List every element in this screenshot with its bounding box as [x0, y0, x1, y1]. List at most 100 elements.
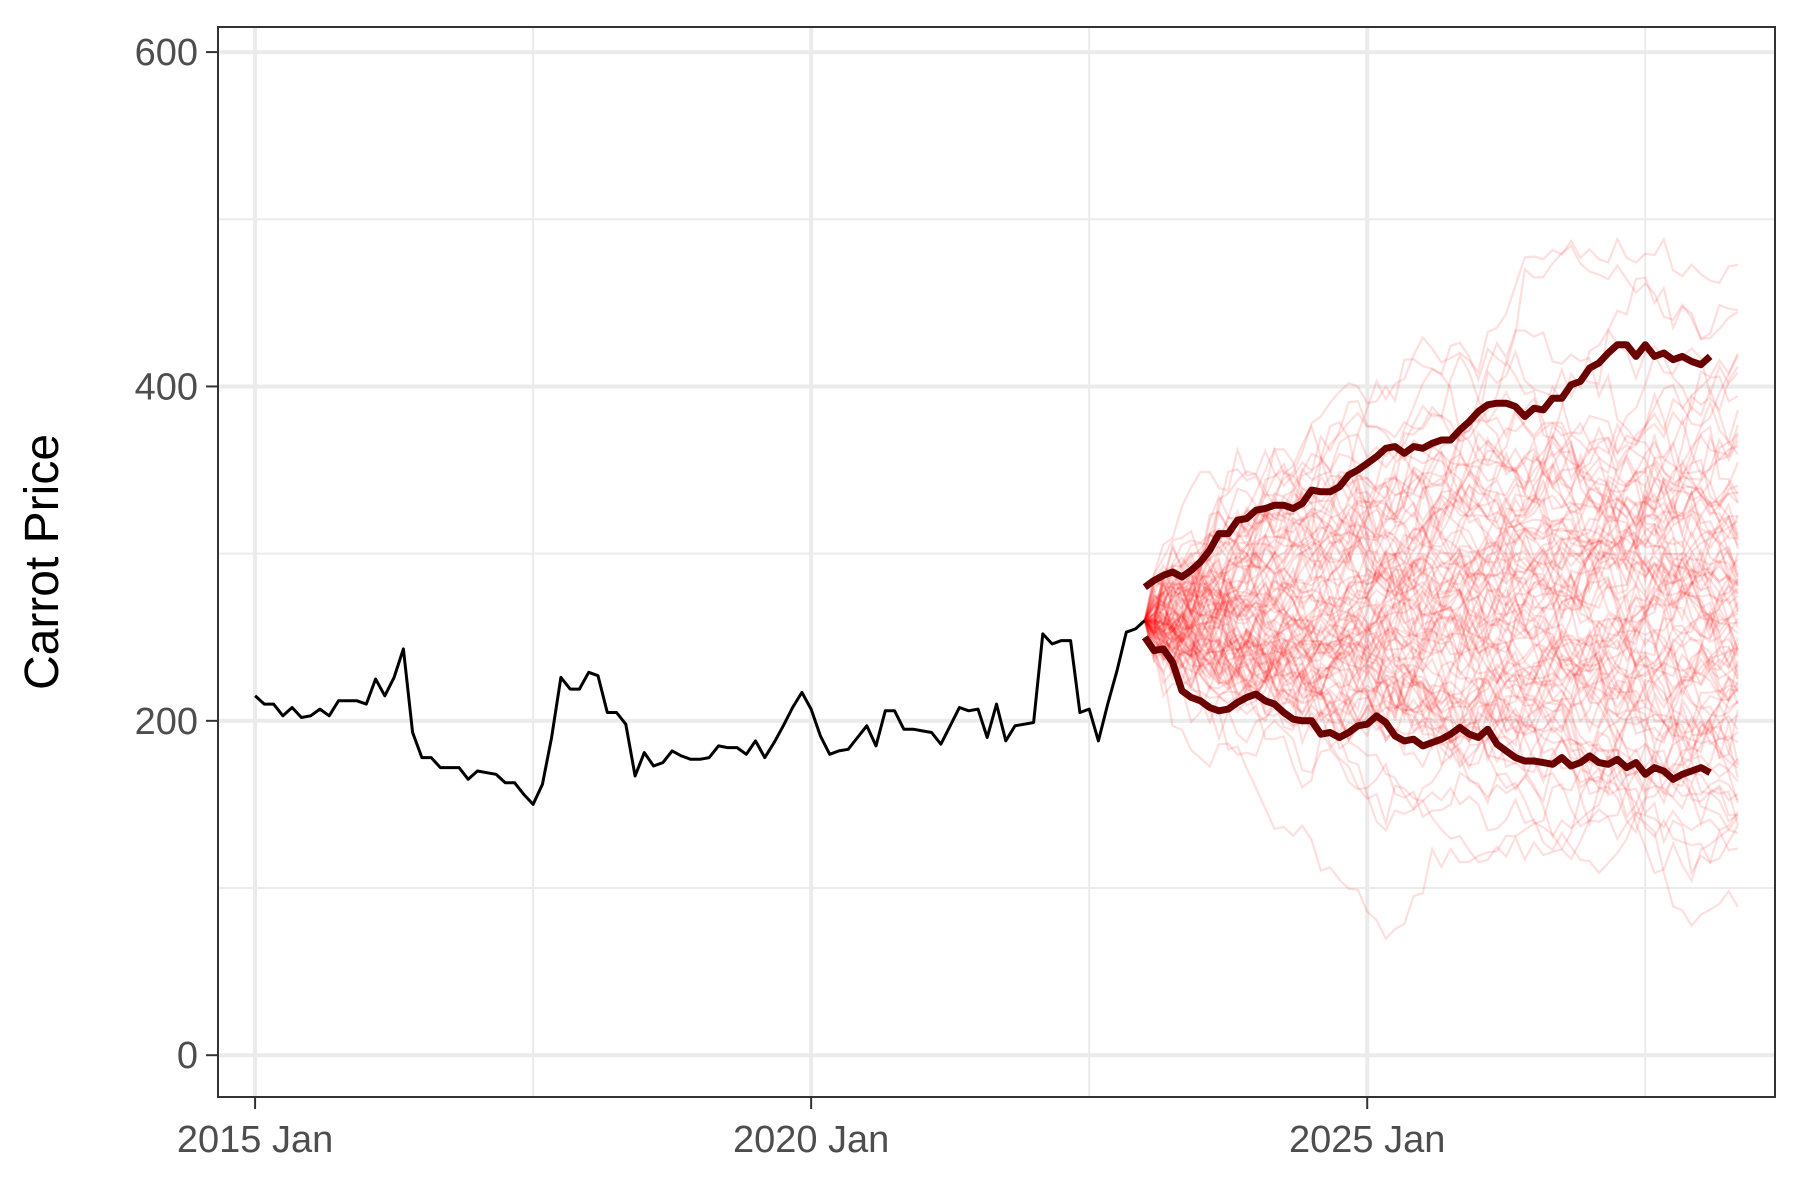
simulation-path: [1144, 390, 1739, 665]
simulation-path: [1143, 420, 1739, 645]
simulation-path: [1144, 473, 1739, 655]
simulation-path: [1143, 619, 1739, 778]
simulation-path: [1143, 572, 1739, 806]
simulation-path: [1143, 346, 1739, 660]
simulation-path: [1143, 329, 1739, 636]
simulation-path: [1144, 433, 1739, 653]
simulation-path: [1143, 541, 1739, 747]
simulation-path: [1144, 585, 1739, 744]
simulation-path: [1144, 561, 1739, 725]
simulation-path: [1144, 589, 1739, 851]
simulation-path: [1143, 448, 1739, 661]
simulation-path: [1144, 619, 1739, 798]
simulation-path: [1143, 517, 1739, 690]
simulation-path: [1143, 580, 1739, 768]
simulation-path: [1143, 545, 1739, 689]
simulation-path: [1143, 452, 1739, 629]
forecast-simulation-paths: [1143, 236, 1739, 941]
x-tick-label: 2020 Jan: [733, 1119, 889, 1161]
x-tick-label: 2025 Jan: [1289, 1119, 1445, 1161]
simulation-path: [1143, 543, 1739, 682]
simulation-path: [1143, 414, 1739, 621]
y-tick-label: 200: [135, 701, 198, 743]
simulation-path: [1143, 445, 1739, 669]
simulation-path: [1144, 366, 1739, 622]
upper-interval-line: [1142, 341, 1713, 590]
simulation-path: [1143, 399, 1739, 652]
simulation-path: [1143, 410, 1739, 641]
simulation-path: [1143, 535, 1739, 705]
simulation-path: [1144, 487, 1739, 665]
simulation-path: [1143, 572, 1739, 804]
grid-lines: [218, 27, 1775, 1097]
simulation-path: [1144, 541, 1739, 688]
simulation-path: [1144, 619, 1739, 828]
simulation-path: [1143, 425, 1738, 627]
simulation-path: [1144, 548, 1739, 722]
simulation-path: [1143, 574, 1739, 840]
simulation-path: [1144, 485, 1739, 670]
simulation-path: [1143, 539, 1739, 714]
simulation-path: [1143, 470, 1739, 673]
simulation-path: [1144, 433, 1739, 701]
simulation-path: [1144, 577, 1739, 875]
simulation-path: [1144, 358, 1739, 622]
simulation-path: [1144, 452, 1739, 638]
simulation-path: [1144, 547, 1739, 670]
simulation-path: [1143, 549, 1738, 731]
simulation-path: [1143, 507, 1739, 687]
simulation-path: [1143, 580, 1739, 744]
simulation-path: [1144, 386, 1739, 626]
simulation-path: [1144, 410, 1739, 622]
simulation-path: [1144, 327, 1739, 629]
simulation-path: [1144, 619, 1739, 779]
simulation-path: [1144, 495, 1739, 658]
simulation-path: [1143, 484, 1739, 687]
simulation-path: [1144, 572, 1739, 835]
simulation-path: [1143, 524, 1738, 817]
simulation-path: [1143, 568, 1739, 742]
simulation-path: [1143, 474, 1739, 668]
prediction-interval-lines: [1141, 341, 1713, 783]
simulation-path: [1143, 501, 1739, 760]
y-tick-label: 400: [135, 366, 198, 408]
simulation-path: [1143, 437, 1739, 657]
simulation-path: [1143, 550, 1739, 718]
simulation-path: [1144, 619, 1739, 833]
simulation-path: [1143, 453, 1739, 628]
simulation-path: [1143, 552, 1739, 711]
observed-series: [254, 619, 1146, 806]
simulation-path: [1144, 483, 1739, 623]
simulation-path: [1143, 619, 1739, 864]
simulation-path: [1144, 352, 1739, 661]
simulation-path: [1144, 484, 1739, 635]
simulation-path: [1143, 449, 1739, 621]
simulation-path: [1143, 620, 1739, 790]
simulation-path: [1143, 465, 1739, 665]
simulation-path: [1143, 375, 1739, 639]
axes: 0 200 400 600 2015 Jan 2020 Jan 2025 Jan: [135, 32, 1446, 1161]
simulation-path: [1143, 603, 1739, 876]
observed-price-line: [254, 619, 1146, 806]
lower-interval-line: [1141, 635, 1712, 783]
simulation-path: [1143, 547, 1739, 693]
simulation-path: [1143, 620, 1739, 941]
simulation-path: [1144, 558, 1739, 704]
simulation-path: [1144, 619, 1739, 790]
simulation-path: [1144, 551, 1739, 703]
simulation-path: [1144, 243, 1739, 633]
simulation-path: [1143, 589, 1739, 719]
simulation-path: [1143, 620, 1739, 928]
simulation-path: [1144, 444, 1739, 623]
simulation-path: [1144, 355, 1739, 632]
simulation-path: [1143, 597, 1739, 738]
simulation-path: [1144, 425, 1739, 622]
y-axis-title: Carrot Price: [16, 434, 69, 690]
simulation-path: [1143, 276, 1739, 653]
simulation-path: [1144, 461, 1739, 737]
simulation-path: [1144, 612, 1739, 744]
simulation-path: [1143, 491, 1739, 743]
simulation-path: [1144, 436, 1739, 652]
